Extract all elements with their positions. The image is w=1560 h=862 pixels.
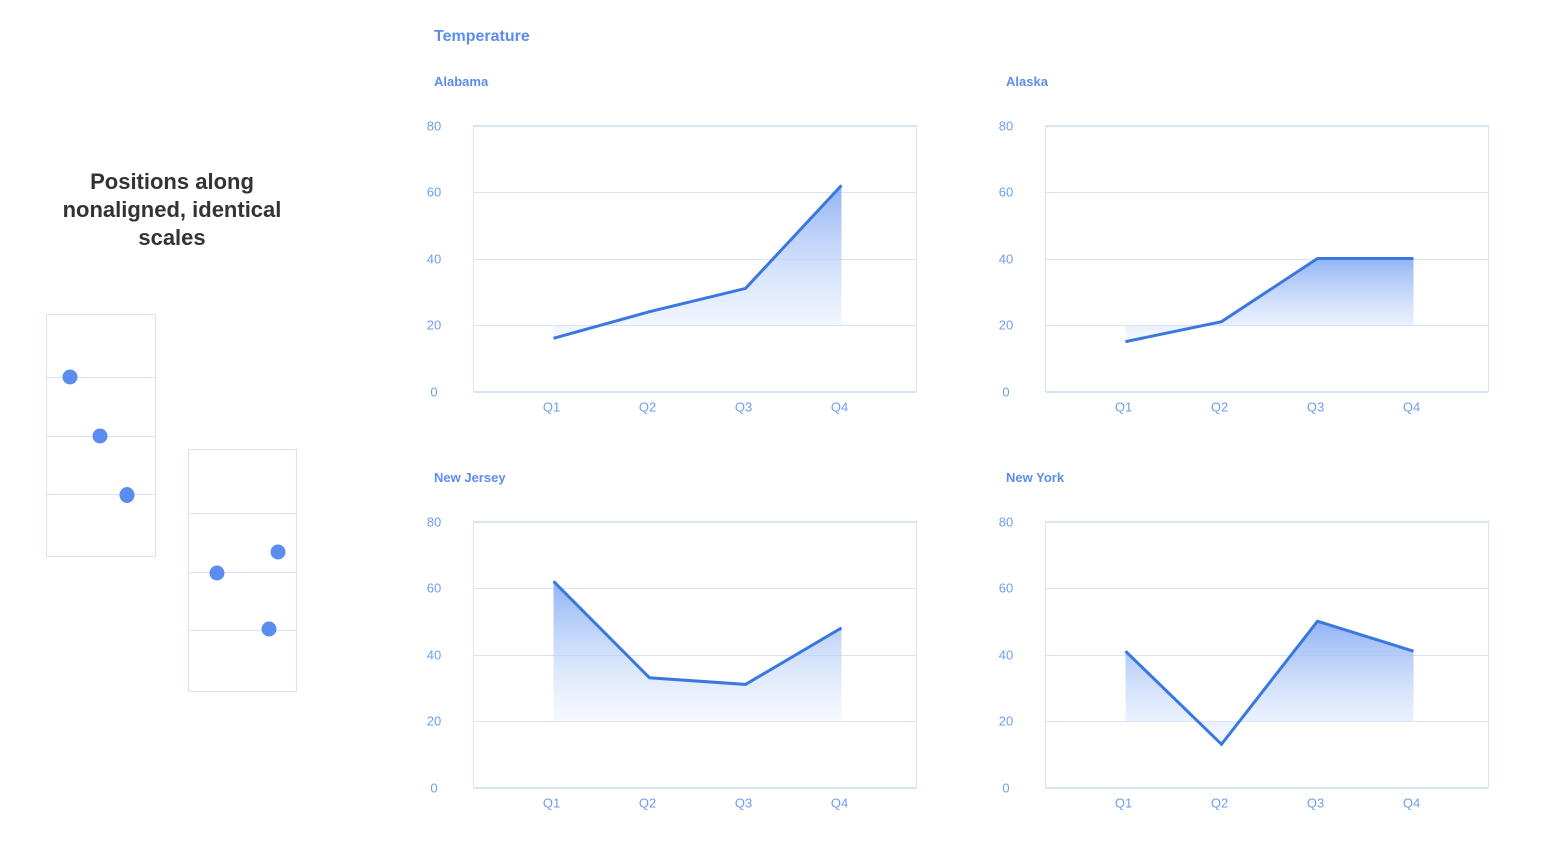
y-tick-label: 60 [427, 581, 441, 596]
y-tick-label: 80 [427, 515, 441, 530]
y-tick-label: 60 [999, 185, 1013, 200]
area-fill [553, 185, 842, 339]
plot-frame [473, 125, 917, 392]
x-tick-label: Q3 [735, 796, 752, 811]
y-tick-label: 0 [1002, 385, 1009, 400]
y-tick-label: 40 [427, 648, 441, 663]
line-area-chart: 0 20 40 60 80 Q1 Q2 Q3 Q4 [427, 119, 917, 415]
illustration-caption: Positions along nonaligned, identical sc… [62, 169, 282, 250]
x-tick-label: Q1 [1115, 796, 1132, 811]
chart-panel-alabama: Alabama 0 20 40 60 80 Q1 Q2 Q3 Q4 [427, 74, 954, 454]
chart-panel-new-jersey: New Jersey 0 20 40 60 80 Q1 Q2 Q3 Q4 [427, 470, 954, 850]
series-line [552, 580, 843, 686]
scale-box-1 [46, 314, 156, 557]
series-line [1125, 257, 1414, 344]
area-fill [1125, 258, 1414, 342]
scale-box-2 [188, 449, 297, 692]
chart-title: Alabama [434, 74, 489, 89]
line-area-chart: 0 20 40 60 80 Q1 Q2 Q3 Q4 [999, 119, 1489, 415]
plot-frame [1045, 521, 1489, 788]
y-tick-label: 40 [999, 648, 1013, 663]
y-tick-label: 60 [999, 581, 1013, 596]
illustration-dot [270, 544, 286, 560]
y-tick-label: 80 [999, 515, 1013, 530]
y-tick-label: 20 [999, 714, 1013, 729]
illustration-dot [62, 369, 78, 385]
series-line [1124, 619, 1414, 747]
y-tick-label: 80 [427, 119, 441, 134]
chart-title: Alaska [1006, 74, 1048, 89]
section-title: Temperature [434, 28, 530, 45]
chart-panel-new-york: New York 0 20 40 60 80 Q1 Q2 Q3 Q4 [999, 470, 1526, 850]
y-tick-label: 80 [999, 119, 1013, 134]
x-tick-label: Q1 [543, 400, 560, 415]
x-tick-label: Q2 [639, 796, 656, 811]
y-tick-label: 0 [1002, 781, 1009, 796]
y-tick-label: 20 [999, 318, 1013, 333]
x-tick-label: Q2 [639, 400, 656, 415]
plot-frame [473, 521, 917, 788]
nonaligned-scales-illustration [46, 314, 297, 692]
y-tick-label: 0 [430, 781, 437, 796]
x-tick-label: Q3 [735, 400, 752, 415]
chart-title: New Jersey [434, 470, 506, 485]
x-tick-label: Q2 [1211, 796, 1228, 811]
chart-panel-alaska: Alaska 0 20 40 60 80 Q1 Q2 Q3 Q4 [999, 74, 1526, 454]
x-tick-label: Q4 [1403, 796, 1420, 811]
plot-frame [1045, 125, 1489, 392]
chart-title: New York [1006, 470, 1065, 485]
x-tick-label: Q3 [1307, 796, 1324, 811]
x-tick-label: Q3 [1307, 400, 1324, 415]
x-tick-label: Q4 [831, 796, 848, 811]
x-tick-label: Q2 [1211, 400, 1228, 415]
y-tick-label: 0 [430, 385, 437, 400]
y-tick-label: 40 [427, 252, 441, 267]
x-tick-label: Q4 [1403, 400, 1420, 415]
y-tick-label: 20 [427, 318, 441, 333]
line-area-chart: 0 20 40 60 80 Q1 Q2 Q3 Q4 [999, 515, 1489, 811]
illustration-dot [209, 565, 225, 581]
x-tick-label: Q1 [543, 796, 560, 811]
y-tick-label: 60 [427, 185, 441, 200]
y-tick-label: 40 [999, 252, 1013, 267]
illustration-dot [92, 428, 108, 444]
x-tick-label: Q4 [831, 400, 848, 415]
x-tick-label: Q1 [1115, 400, 1132, 415]
area-fill [553, 581, 842, 721]
series-line [553, 184, 843, 340]
illustration-dot [119, 487, 135, 503]
illustration-dot [261, 621, 277, 637]
y-tick-label: 20 [427, 714, 441, 729]
line-area-chart: 0 20 40 60 80 Q1 Q2 Q3 Q4 [427, 515, 917, 811]
